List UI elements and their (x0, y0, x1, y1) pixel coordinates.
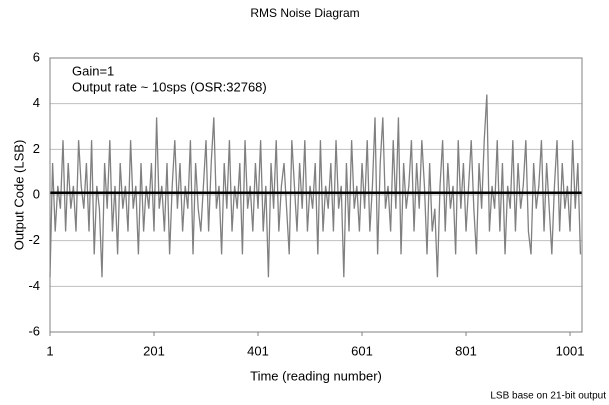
y-tick-label: -2 (28, 232, 40, 247)
x-tick-label: 801 (455, 343, 477, 358)
x-tick-label: 1001 (556, 343, 585, 358)
plot-border (49, 57, 583, 333)
y-tick-label: 0 (33, 186, 40, 201)
footnote: LSB base on 21-bit output (490, 391, 606, 402)
x-tick-label: 401 (247, 343, 269, 358)
y-tick-label: -6 (28, 323, 40, 338)
x-tick-label: 201 (143, 343, 165, 358)
chart-title: RMS Noise Diagram (250, 6, 359, 20)
y-tick-label: 6 (33, 49, 40, 64)
annotation-box (64, 62, 346, 102)
y-tick-label: 2 (33, 141, 40, 156)
noise-line (49, 94, 582, 278)
annotation: Gain=1 (72, 63, 114, 78)
x-tick-label: 1 (46, 343, 53, 358)
y-axis-label: Output Code (LSB) (11, 140, 26, 251)
annotation: Output rate ~ 10sps (OSR:32768) (72, 79, 267, 94)
x-tick-label: 601 (351, 343, 373, 358)
x-axis-label: Time (reading number) (250, 368, 382, 383)
y-tick-label: -4 (28, 278, 40, 293)
y-tick-label: 4 (33, 95, 40, 110)
